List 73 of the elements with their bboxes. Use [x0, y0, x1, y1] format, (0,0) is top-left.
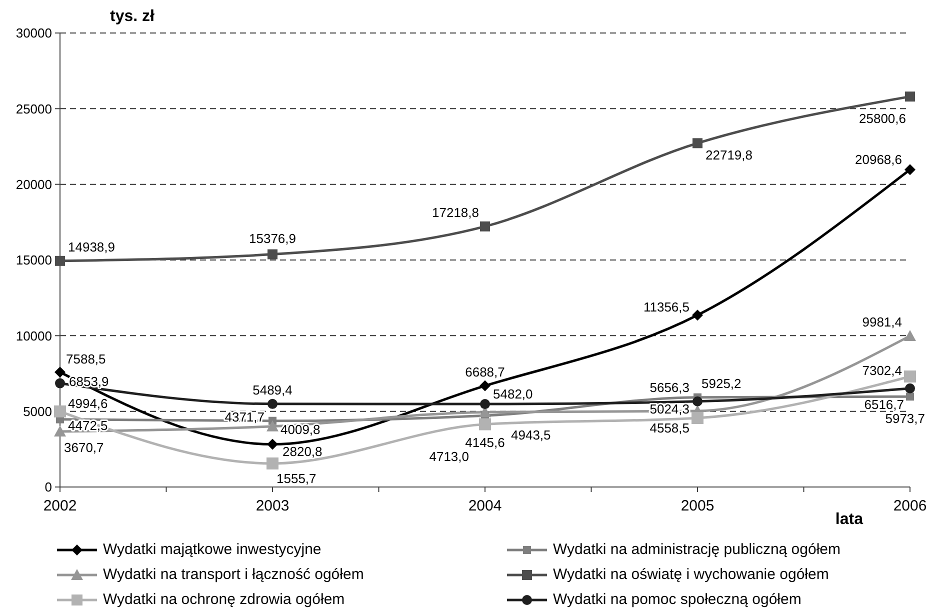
- legend-label: Wydatki majątkowe inwestycyjne: [103, 541, 322, 558]
- y-tick-label: 20000: [16, 176, 52, 192]
- x-tick-label: 2004: [468, 498, 502, 515]
- data-label: 6688,7: [465, 364, 505, 380]
- point: [480, 380, 490, 392]
- legend-label: Wydatki na administrację publiczną ogółem: [553, 541, 841, 558]
- point: [55, 378, 65, 388]
- legend-label: Wydatki na transport i łączność ogółem: [103, 566, 364, 583]
- y-tick-label: 25000: [16, 101, 52, 116]
- point: [268, 249, 278, 260]
- data-label: 22719,8: [706, 148, 752, 163]
- data-label: 4943,5: [511, 428, 551, 443]
- point: [55, 256, 65, 266]
- point: [54, 405, 66, 418]
- data-label: 1555,7: [276, 470, 316, 486]
- x-tick-label: 2006: [893, 498, 927, 515]
- data-label: 5489,4: [252, 382, 292, 398]
- data-label: 17218,8: [432, 204, 479, 220]
- data-label: 15376,9: [249, 230, 296, 246]
- y-axis-title: tys. zł: [110, 8, 156, 25]
- point: [480, 221, 490, 232]
- y-tick-label: 30000: [16, 26, 52, 41]
- point: [54, 425, 66, 436]
- point: [267, 438, 278, 450]
- y-tick-label: 10000: [16, 328, 52, 344]
- point: [692, 412, 704, 424]
- point: [692, 310, 703, 321]
- legend-label: Wydatki na ochronę zdrowia ogółem: [103, 591, 345, 608]
- data-label: 4371,7: [224, 409, 264, 424]
- data-label: 4145,6: [465, 434, 505, 450]
- point: [692, 396, 702, 406]
- data-label: 20968,6: [855, 152, 902, 168]
- data-label: 14938,9: [68, 239, 115, 254]
- y-tick-label: 15000: [16, 252, 52, 268]
- data-label: 2820,8: [282, 444, 322, 459]
- point: [479, 418, 491, 430]
- x-tick-label: 2005: [680, 498, 714, 515]
- point: [692, 138, 702, 148]
- point: [906, 392, 914, 401]
- data-label: 4472,5: [68, 418, 108, 433]
- data-label: 4558,5: [650, 420, 690, 436]
- data-label: 5656,3: [650, 380, 690, 395]
- data-label: 3670,7: [64, 440, 104, 455]
- data-label: 25800,6: [859, 111, 906, 126]
- data-label: 11356,5: [643, 300, 690, 315]
- legend-label: Wydatki na oświatę i wychowanie ogółem: [553, 566, 829, 583]
- legend-label: Wydatki na pomoc społeczną ogółem: [553, 591, 802, 608]
- data-label: 4713,0: [429, 449, 469, 464]
- data-label: 5973,7: [885, 411, 925, 426]
- x-tick-label: 2003: [256, 498, 290, 515]
- x-tick-label: 2002: [43, 498, 77, 515]
- point: [904, 164, 916, 176]
- data-label: 7302,4: [862, 362, 902, 378]
- point: [904, 370, 916, 382]
- point: [905, 383, 915, 394]
- data-label: 6516,7: [864, 396, 904, 412]
- data-label: 7588,5: [66, 352, 106, 367]
- point: [480, 399, 490, 410]
- y-tick-label: 5000: [23, 404, 52, 419]
- data-label: 4994,6: [68, 396, 108, 411]
- point: [904, 330, 916, 341]
- y-tick-label: 0: [44, 480, 52, 495]
- point: [268, 398, 278, 409]
- point: [266, 420, 278, 432]
- data-label: 5925,2: [702, 376, 742, 391]
- data-label: 5024,3: [650, 401, 690, 416]
- x-axis-title: lata: [835, 511, 864, 528]
- data-label: 4009,8: [280, 422, 320, 437]
- point: [905, 92, 915, 102]
- point: [266, 457, 278, 470]
- point: [54, 366, 66, 378]
- data-label: 5482,0: [493, 386, 533, 402]
- data-label: 9981,4: [862, 314, 902, 330]
